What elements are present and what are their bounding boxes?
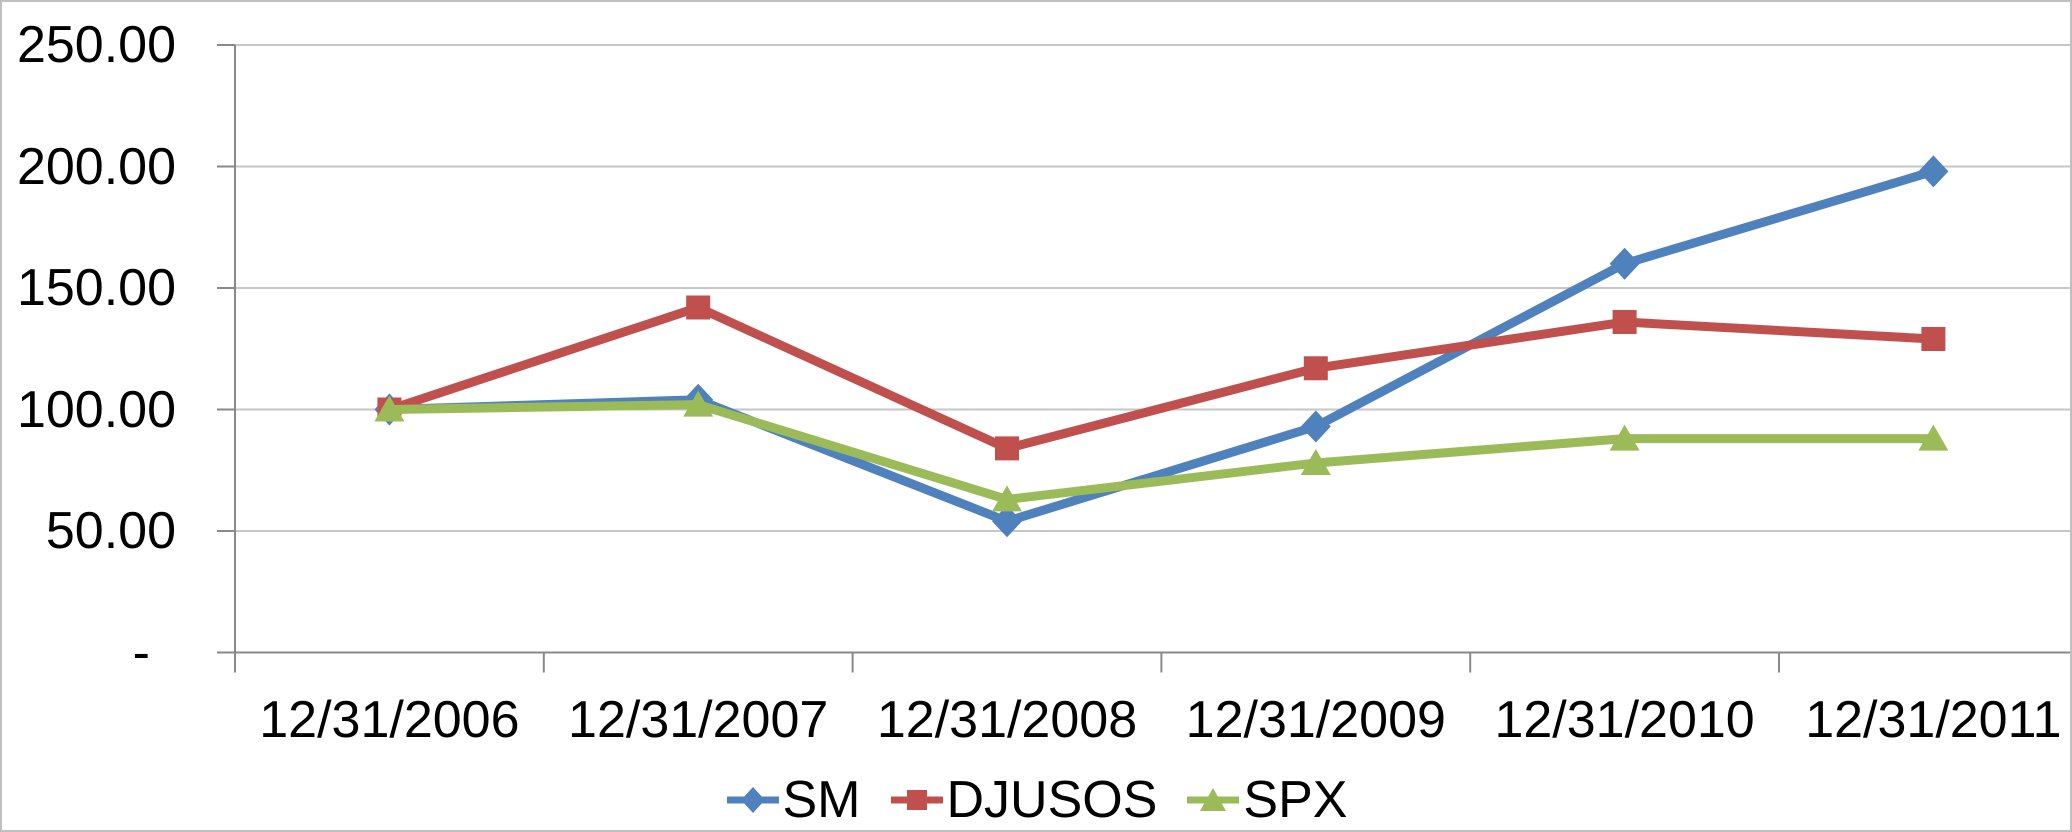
x-tick-label: 12/31/2010: [1494, 691, 1755, 749]
series-line-SPX: [384, 400, 1938, 504]
legend-label-DJUSOS: DJUSOS: [946, 771, 1158, 829]
series-marker-DJUSOS-1: [686, 295, 711, 320]
y-tick-label: 100.00: [16, 380, 176, 439]
legend-marker-SM: [740, 787, 765, 813]
legend-item-SPX: SPX: [1185, 770, 1347, 830]
y-tick-label: 150.00: [16, 259, 176, 317]
series-marker-SM-4: [1609, 247, 1640, 280]
legend-triangle-icon: [1187, 788, 1240, 811]
series-marker-DJUSOS-4: [1612, 310, 1637, 335]
y-tick-label: 50.00: [45, 502, 176, 560]
legend-label-SPX: SPX: [1243, 771, 1348, 829]
x-tick-label: 12/31/2009: [1185, 691, 1446, 749]
series-marker-SM-3: [1300, 410, 1331, 443]
legend-item-DJUSOS: DJUSOS: [889, 770, 1158, 830]
series-marker-DJUSOS-3: [1303, 356, 1328, 381]
x-tick-label: 12/31/2008: [876, 691, 1138, 749]
legend-label-SM: SM: [782, 771, 861, 829]
series-marker-SM-2: [992, 505, 1022, 538]
series-marker-SM-5: [1918, 155, 1949, 188]
x-tick-label: 12/31/2007: [568, 691, 829, 749]
series-marker-SPX-0: [374, 395, 405, 422]
y-tick-label: 250.00: [16, 16, 176, 74]
legend-square-icon: [890, 790, 943, 810]
legend: SM DJUSOS SPX: [2, 770, 2070, 830]
x-tick-label: 12/31/2006: [259, 691, 520, 749]
series-marker-SPX-2: [992, 485, 1022, 512]
legend-marker-DJUSOS: [906, 790, 927, 810]
series-marker-SPX-4: [1609, 424, 1640, 451]
legend-item-SM: SM: [725, 770, 861, 830]
y-tick-label: -: [132, 623, 150, 682]
series-marker-SPX-5: [1918, 424, 1949, 451]
series-marker-SPX-3: [1300, 448, 1331, 475]
series-line-SM: [384, 166, 1938, 526]
x-tick-label: 12/31/2011: [1805, 691, 2062, 749]
y-tick-label: 200.00: [16, 137, 176, 196]
series-line-DJUSOS: [384, 302, 1938, 453]
legend-marker-SPX: [1200, 788, 1227, 811]
legend-diamond-icon: [726, 787, 779, 813]
series-marker-SPX-1: [683, 390, 714, 417]
series-marker-DJUSOS-2: [995, 436, 1019, 461]
series-marker-DJUSOS-5: [1921, 327, 1946, 352]
